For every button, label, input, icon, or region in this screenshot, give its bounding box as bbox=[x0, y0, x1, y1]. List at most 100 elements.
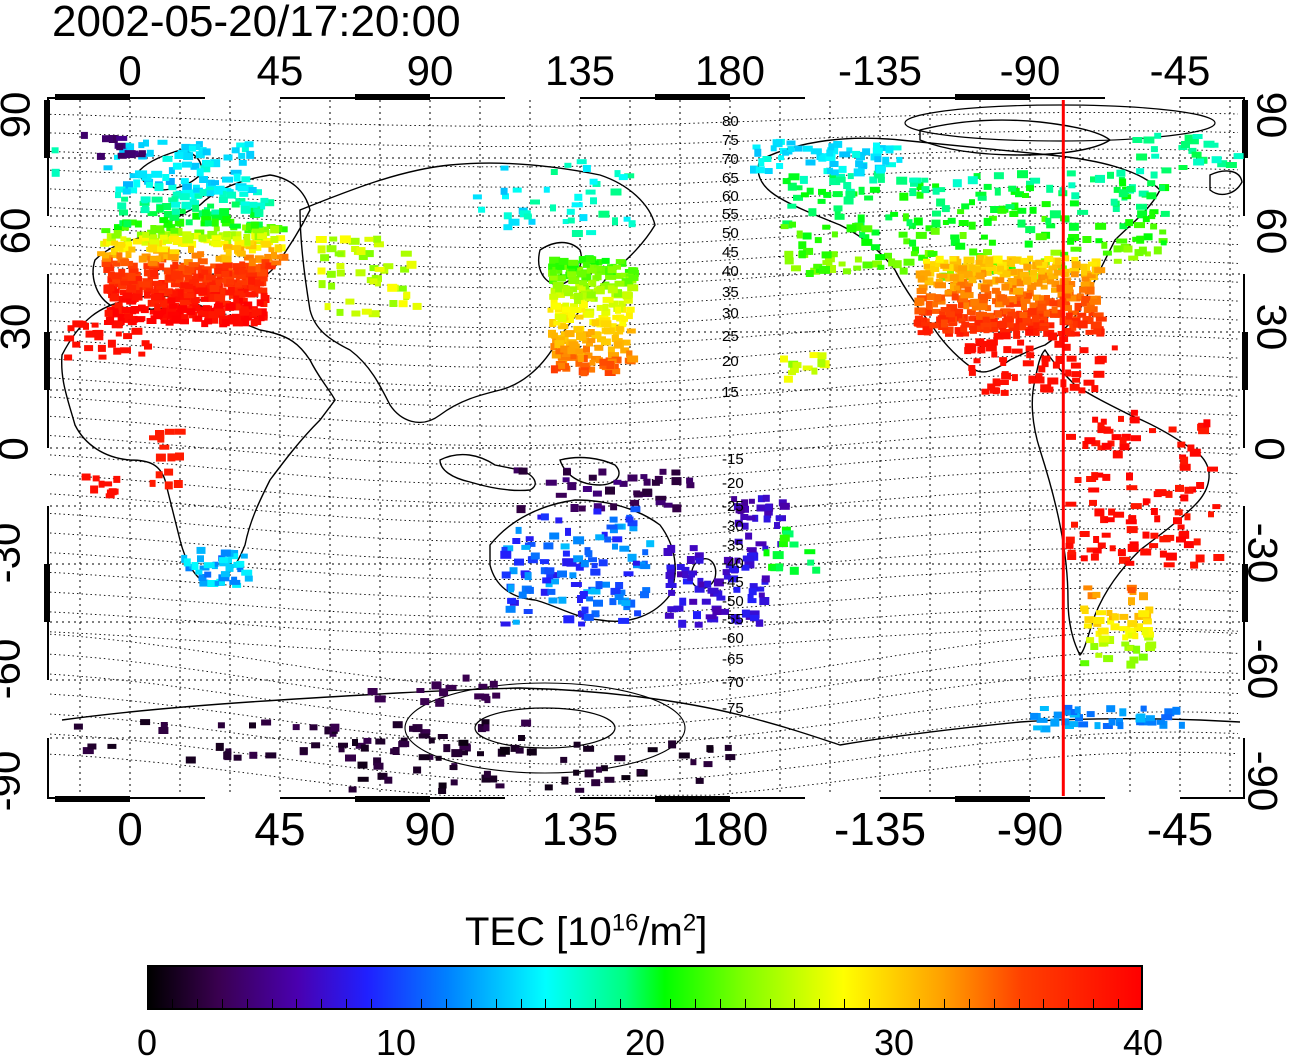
tec-cell bbox=[169, 214, 180, 221]
tec-cell bbox=[80, 131, 88, 139]
tec-cell bbox=[733, 586, 741, 593]
tec-cell bbox=[877, 176, 885, 183]
tec-cell bbox=[613, 341, 622, 349]
tec-cell bbox=[205, 190, 215, 197]
tec-cell bbox=[1082, 236, 1092, 243]
tec-cell bbox=[1178, 721, 1185, 729]
tec-cell bbox=[462, 674, 470, 682]
magnetic-contour bbox=[49, 627, 1239, 655]
tec-cell bbox=[345, 298, 355, 305]
tec-cell bbox=[550, 287, 558, 296]
tec-cell bbox=[1184, 134, 1193, 143]
colorbar-minor-tick bbox=[968, 999, 970, 1008]
tec-cell bbox=[551, 350, 561, 359]
tec-cell bbox=[568, 341, 579, 348]
tec-cell bbox=[723, 556, 733, 564]
frame-bar-segment bbox=[505, 94, 580, 100]
tec-cell bbox=[72, 320, 84, 328]
tec-cell bbox=[438, 782, 447, 789]
tec-cell bbox=[106, 233, 116, 242]
tec-cell bbox=[628, 267, 639, 275]
frame-bar-segment bbox=[505, 796, 580, 802]
tec-cell bbox=[230, 272, 237, 279]
tec-cell bbox=[1150, 223, 1158, 230]
tec-cell bbox=[701, 598, 711, 605]
tec-cell bbox=[1099, 640, 1109, 647]
tec-cell bbox=[596, 259, 603, 266]
tec-cell bbox=[834, 209, 841, 216]
tec-cell bbox=[260, 197, 269, 203]
tec-cell bbox=[591, 610, 600, 618]
tec-cell bbox=[1030, 270, 1037, 277]
colorbar-minor-tick bbox=[420, 999, 422, 1008]
tec-cell bbox=[804, 549, 816, 555]
tec-cell bbox=[857, 214, 865, 223]
tec-cell bbox=[179, 299, 190, 306]
tec-cell bbox=[1029, 206, 1037, 214]
contour-label: -75 bbox=[722, 700, 744, 717]
tec-cell bbox=[367, 688, 378, 695]
colorbar-minor-tick bbox=[196, 999, 198, 1008]
tec-cell bbox=[237, 567, 244, 573]
colorbar-tick: 30 bbox=[873, 1022, 915, 1063]
tec-cell bbox=[241, 176, 251, 183]
tec-cell bbox=[193, 232, 201, 239]
tec-cell bbox=[363, 250, 374, 258]
tec-cell bbox=[204, 312, 213, 319]
tec-cell bbox=[610, 188, 622, 196]
tec-cell bbox=[232, 263, 242, 271]
tec-cell bbox=[601, 257, 610, 264]
tec-cell bbox=[934, 294, 942, 303]
tec-cell bbox=[806, 187, 814, 195]
tec-cell bbox=[484, 696, 491, 704]
tec-cell bbox=[140, 196, 151, 203]
tec-cell bbox=[989, 317, 998, 325]
tec-cell bbox=[138, 351, 146, 357]
tec-cell bbox=[723, 572, 730, 580]
tec-cell bbox=[1015, 278, 1025, 286]
tec-cell bbox=[185, 219, 193, 226]
tec-cell bbox=[982, 316, 990, 323]
tec-cell bbox=[129, 219, 137, 226]
tec-cell bbox=[217, 287, 227, 296]
tec-cell bbox=[612, 368, 621, 375]
tec-cell bbox=[596, 766, 602, 773]
tec-cell bbox=[604, 536, 612, 543]
tec-cell bbox=[1090, 321, 1102, 330]
tec-cell bbox=[560, 756, 568, 763]
tec-cell bbox=[555, 492, 567, 498]
tec-cell bbox=[189, 279, 199, 286]
tec-cell bbox=[1174, 509, 1183, 516]
tec-cell bbox=[1017, 339, 1025, 346]
tec-cell bbox=[555, 262, 565, 270]
tec-cell bbox=[562, 477, 570, 483]
tec-cell bbox=[587, 329, 595, 335]
tec-cell bbox=[212, 561, 219, 567]
colorbar-minor-tick bbox=[844, 999, 846, 1008]
tec-cell bbox=[569, 572, 577, 579]
tec-cell bbox=[936, 273, 948, 279]
tec-cell bbox=[159, 444, 170, 450]
tec-cell bbox=[1111, 345, 1118, 351]
colorbar-minor-tick bbox=[171, 999, 173, 1008]
tec-cell bbox=[960, 325, 968, 333]
tec-cell bbox=[586, 230, 597, 236]
tec-cell bbox=[223, 231, 231, 238]
tec-cell bbox=[400, 250, 412, 257]
tec-cell bbox=[126, 284, 137, 293]
top-lon-tick: 45 bbox=[256, 47, 304, 94]
tec-cell bbox=[163, 236, 173, 244]
tec-cell bbox=[1062, 387, 1069, 393]
tec-cell bbox=[918, 284, 928, 291]
tec-cell bbox=[232, 582, 242, 588]
tec-cell bbox=[1081, 269, 1088, 276]
tec-cell bbox=[336, 263, 345, 269]
tec-cell bbox=[861, 163, 868, 170]
tec-cell bbox=[1128, 597, 1135, 606]
tec-cell bbox=[1023, 276, 1031, 285]
tec-cell bbox=[1084, 616, 1095, 624]
tec-cell bbox=[1122, 634, 1129, 641]
tec-cell bbox=[1013, 268, 1023, 276]
tec-cell bbox=[959, 232, 967, 239]
colorbar-minor-tick bbox=[445, 999, 447, 1008]
